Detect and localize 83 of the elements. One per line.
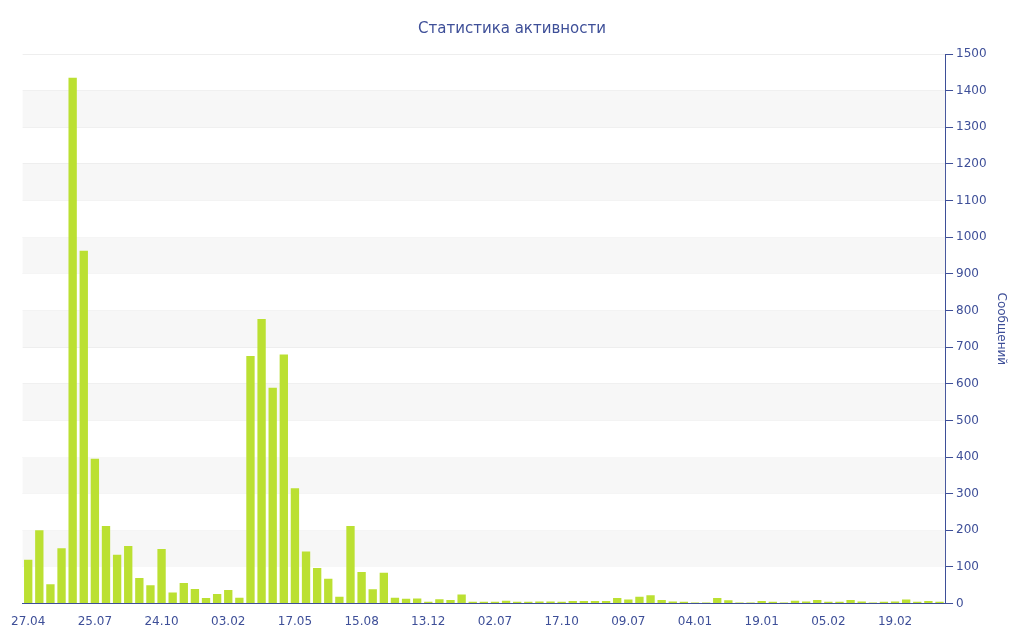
y-tick-label: 700 [956, 339, 979, 354]
bar [590, 601, 600, 604]
y-tick-label: 1300 [956, 119, 987, 134]
bar [168, 592, 177, 604]
bar [757, 601, 766, 604]
bar [579, 601, 589, 604]
y-tick-label: 1100 [956, 192, 987, 207]
bar [646, 595, 655, 604]
chart-title: Статистика активности [418, 18, 606, 37]
y-tick-label: 1000 [956, 229, 987, 244]
y-tick-label: 200 [956, 522, 979, 537]
bar [413, 598, 422, 604]
bar [112, 554, 122, 604]
bar [813, 599, 822, 604]
x-tick-label: 09.07 [611, 613, 646, 628]
bar [713, 598, 722, 604]
bar [101, 525, 111, 604]
bar [246, 355, 255, 604]
x-tick-label: 17.05 [277, 613, 313, 628]
bar [35, 530, 44, 604]
bar [79, 250, 88, 604]
x-tick-label: 02.07 [477, 613, 513, 628]
x-tick-label: 13.12 [411, 613, 446, 628]
bar [924, 601, 933, 604]
bar [290, 488, 300, 604]
bar [201, 598, 211, 604]
bar [635, 596, 644, 604]
bar [312, 568, 322, 604]
bar [268, 387, 277, 604]
bar [457, 594, 466, 604]
x-tick-label: 17.10 [544, 613, 579, 628]
x-tick-label: 05.02 [811, 613, 846, 628]
bar [335, 596, 344, 604]
bar [657, 599, 666, 604]
x-tick-label: 25.07 [77, 613, 113, 628]
x-tick-label: 19.01 [744, 613, 779, 628]
bar [157, 549, 166, 604]
bar [190, 588, 200, 604]
bar [613, 598, 622, 604]
y-tick-label: 400 [956, 449, 979, 464]
x-tick-label: 27.04 [11, 613, 46, 628]
bar [435, 599, 444, 604]
y-tick-label: 100 [956, 559, 979, 574]
y-tick-label: 1200 [956, 156, 987, 171]
bar [846, 599, 855, 604]
bar [235, 597, 244, 604]
bar [446, 599, 455, 604]
y-tick-label: 0 [956, 595, 964, 610]
bar [346, 525, 355, 604]
y-tick-label: 300 [956, 485, 979, 500]
bar [212, 594, 222, 604]
bar [179, 583, 188, 604]
bar [68, 77, 77, 604]
x-tick-label: 03.02 [211, 613, 246, 628]
y-axis-title: Сообщений [994, 292, 1009, 366]
bar [24, 559, 33, 604]
bar [124, 546, 133, 604]
bar [57, 548, 66, 604]
x-tick-label: 15.08 [344, 613, 379, 628]
bar [135, 577, 144, 604]
bar [368, 589, 377, 604]
bar [324, 578, 333, 604]
x-tick-label: 24.10 [144, 613, 179, 628]
bar [379, 572, 388, 604]
y-tick-label: 900 [956, 265, 979, 280]
y-tick-label: 800 [956, 302, 979, 317]
bar [46, 584, 55, 604]
bar [146, 585, 155, 604]
y-tick-label: 600 [956, 375, 979, 390]
bar [90, 458, 100, 604]
bar [568, 601, 577, 604]
bar [279, 354, 288, 604]
x-tick-label: 19.02 [877, 613, 913, 628]
y-tick-label: 500 [956, 412, 979, 427]
x-tick-label: 04.01 [677, 613, 713, 628]
bar [301, 551, 311, 604]
y-tick-label: 1400 [956, 82, 987, 97]
bar [257, 318, 266, 604]
bar [224, 590, 233, 604]
bar [724, 600, 733, 604]
bar [357, 572, 366, 604]
bar [601, 601, 611, 604]
y-tick-label: 1500 [956, 46, 987, 61]
